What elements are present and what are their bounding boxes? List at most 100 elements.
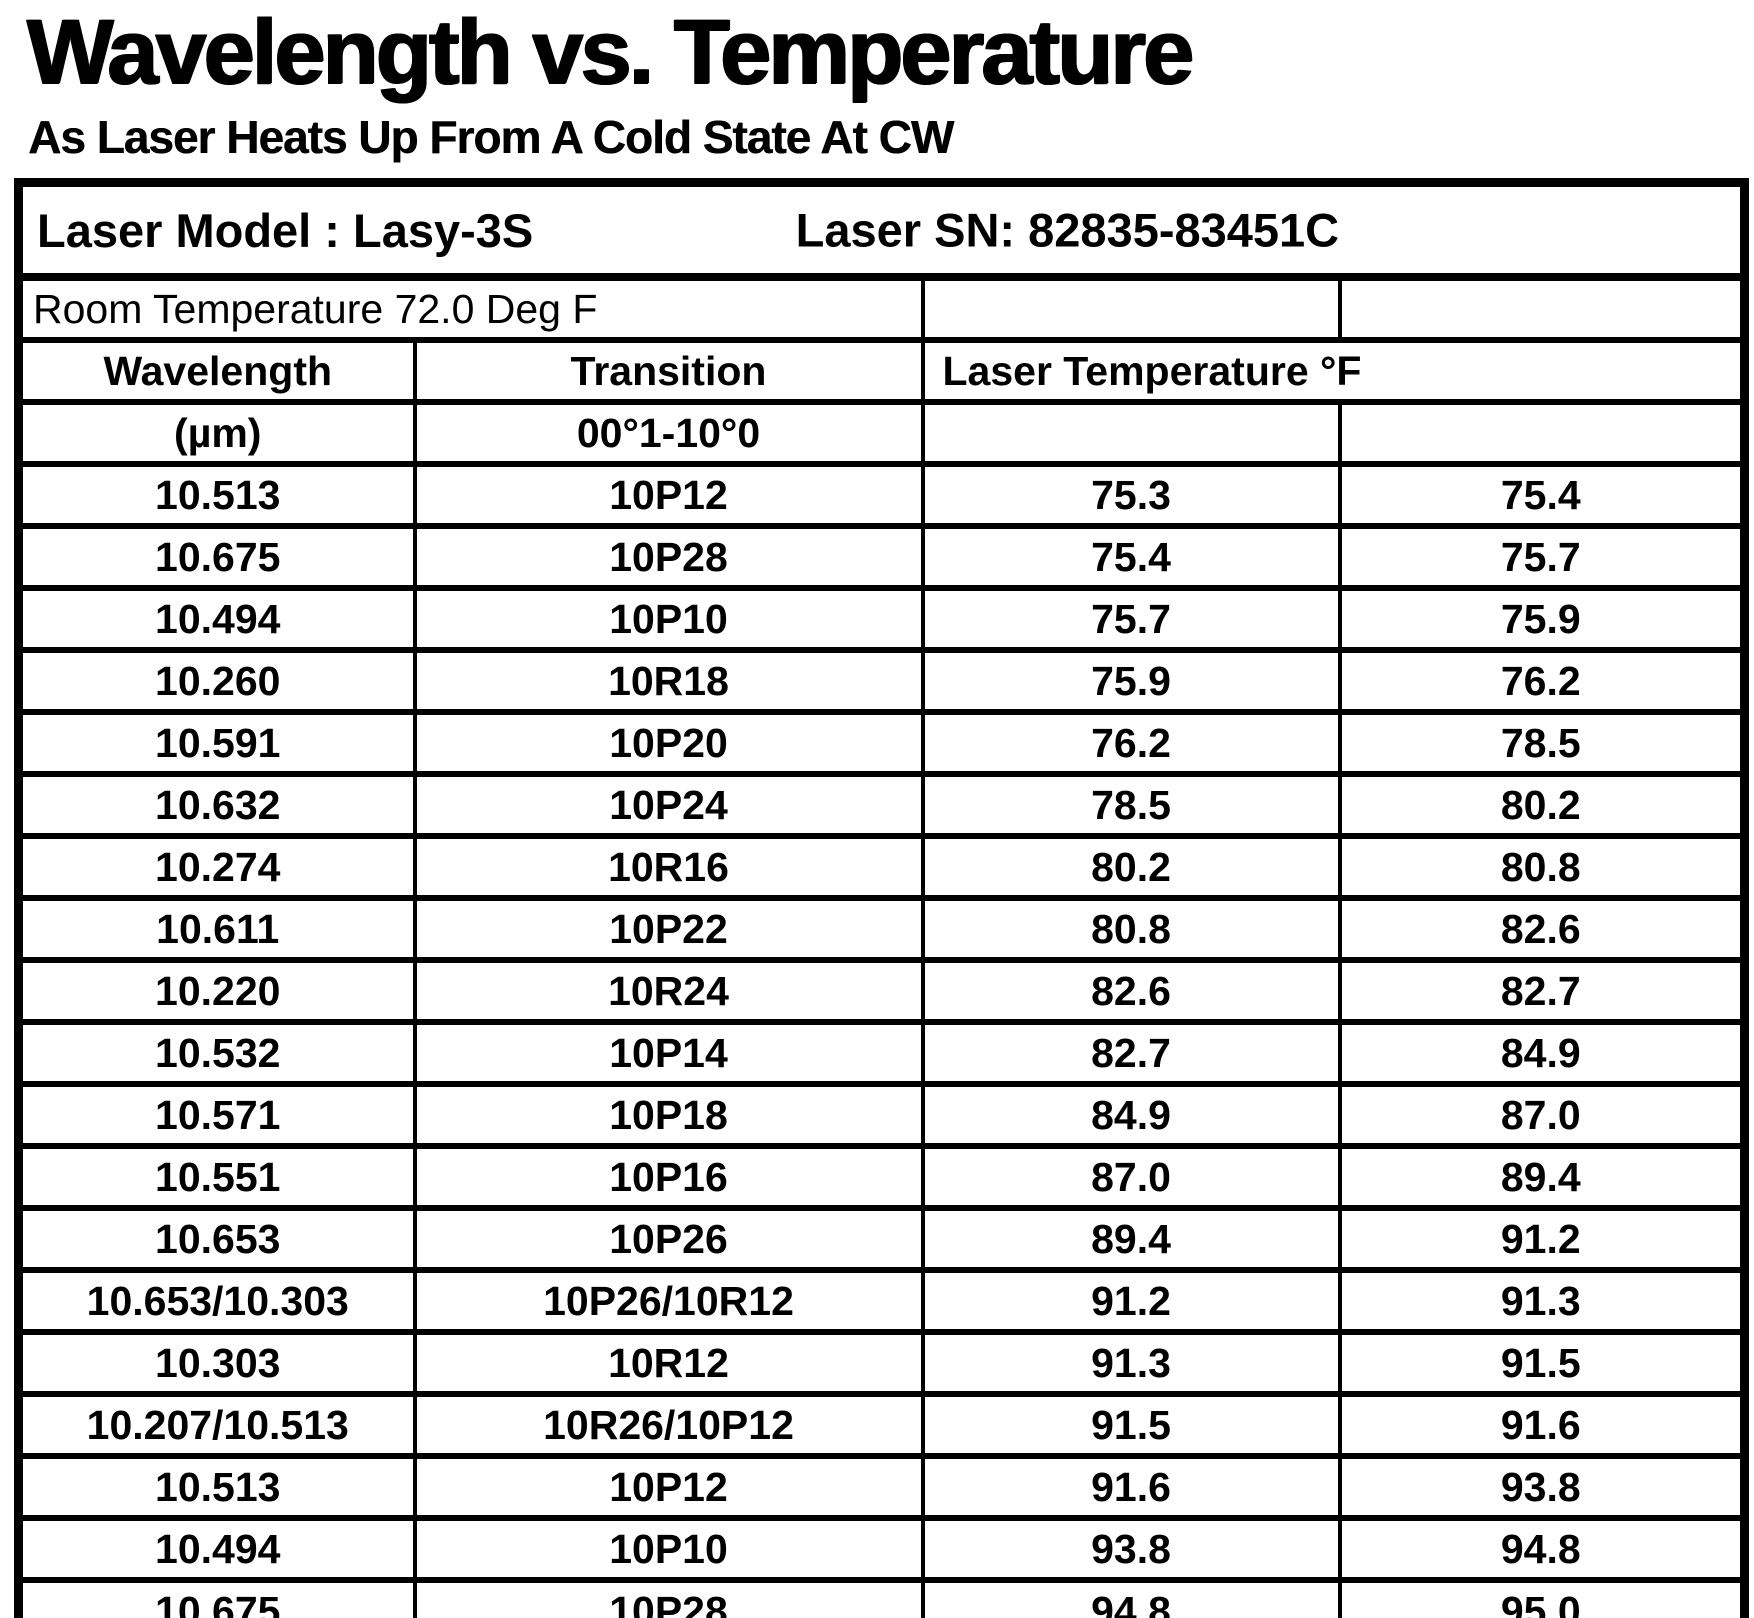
table-header-section: Laser Model : Lasy-3S Laser SN: 82835-83… <box>16 179 1747 467</box>
temp-to-cell: 80.2 <box>1337 771 1747 839</box>
empty-cell <box>920 399 1342 467</box>
table-row: 10.675 10P28 75.4 75.7 <box>16 523 1747 591</box>
transition-cell: 10P28 <box>412 523 925 591</box>
temp-from-cell: 94.8 <box>920 1577 1342 1618</box>
temp-to-cell: 75.9 <box>1337 585 1747 653</box>
temp-to-cell: 80.8 <box>1337 833 1747 901</box>
temp-from-cell: 80.2 <box>920 833 1342 901</box>
temp-to-cell: 87.0 <box>1337 1081 1747 1149</box>
table-row: 10.653 10P26 89.4 91.2 <box>16 1205 1747 1273</box>
wavelength-cell: 10.653/10.303 <box>16 1267 417 1335</box>
transition-cell: 10P28 <box>412 1577 925 1618</box>
wavelength-cell: 10.653 <box>16 1205 417 1273</box>
wavelength-temperature-table: Laser Model : Lasy-3S Laser SN: 82835-83… <box>14 178 1750 1618</box>
transition-cell: 10P26 <box>412 1205 925 1273</box>
transition-cell: 10P16 <box>412 1143 925 1211</box>
temp-to-cell: 93.8 <box>1337 1453 1747 1521</box>
transition-header: Transition <box>412 337 925 405</box>
transition-cell: 10P26/10R12 <box>412 1267 925 1335</box>
wavelength-unit-label: (µm) <box>16 399 417 467</box>
table-row: 10.532 10P14 82.7 84.9 <box>16 1019 1747 1087</box>
temp-from-cell: 93.8 <box>920 1515 1342 1583</box>
page-title: Wavelength vs. Temperature <box>26 1 1193 103</box>
empty-cell <box>1337 274 1747 343</box>
model-cell: Laser Model : Lasy-3S Laser SN: 82835-83… <box>16 179 1747 281</box>
temp-from-cell: 91.3 <box>920 1329 1342 1397</box>
temp-from-cell: 89.4 <box>920 1205 1342 1273</box>
room-temperature-row: Room Temperature 72.0 Deg F <box>16 274 1747 343</box>
transition-cell: 10P18 <box>412 1081 925 1149</box>
temp-to-cell: 91.6 <box>1337 1391 1747 1459</box>
wavelength-cell: 10.274 <box>16 833 417 901</box>
table-row: 10.303 10R12 91.3 91.5 <box>16 1329 1747 1397</box>
transition-cell: 10R26/10P12 <box>412 1391 925 1459</box>
transition-cell: 10R12 <box>412 1329 925 1397</box>
wavelength-cell: 10.260 <box>16 647 417 715</box>
table-row: 10.207/10.513 10R26/10P12 91.5 91.6 <box>16 1391 1747 1459</box>
page-subtitle: As Laser Heats Up From A Cold State At C… <box>28 111 954 163</box>
wavelength-cell: 10.632 <box>16 771 417 839</box>
temp-from-cell: 75.7 <box>920 585 1342 653</box>
transition-band-label: 00°1-10°0 <box>412 399 925 467</box>
transition-cell: 10P10 <box>412 585 925 653</box>
table-row: 10.632 10P24 78.5 80.2 <box>16 771 1747 839</box>
wavelength-cell: 10.611 <box>16 895 417 963</box>
temp-to-cell: 78.5 <box>1337 709 1747 777</box>
wavelength-cell: 10.675 <box>16 1577 417 1618</box>
transition-cell: 10P14 <box>412 1019 925 1087</box>
data-rows: 10.513 10P12 75.3 75.4 10.675 10P28 75.4 75.7 10… <box>16 461 1747 1618</box>
temp-from-cell: 75.3 <box>920 461 1342 529</box>
wavelength-cell: 10.571 <box>16 1081 417 1149</box>
temp-from-cell: 91.6 <box>920 1453 1342 1521</box>
laser-model-label: Laser Model : Lasy-3S <box>37 203 534 257</box>
wavelength-cell: 10.513 <box>16 1453 417 1521</box>
transition-cell: 10P12 <box>412 461 925 529</box>
temp-to-cell: 84.9 <box>1337 1019 1747 1087</box>
table-row: 10.513 10P12 75.3 75.4 <box>16 461 1747 529</box>
wavelength-cell: 10.591 <box>16 709 417 777</box>
room-temperature-label: Room Temperature 72.0 Deg F <box>16 274 925 343</box>
table-row: 10.653/10.303 10P26/10R12 91.2 91.3 <box>16 1267 1747 1335</box>
wavelength-cell: 10.494 <box>16 585 417 653</box>
temp-from-cell: 75.4 <box>920 523 1342 591</box>
table-row: 10.551 10P16 87.0 89.4 <box>16 1143 1747 1211</box>
wavelength-cell: 10.207/10.513 <box>16 1391 417 1459</box>
empty-cell <box>1337 399 1747 467</box>
temp-to-cell: 82.7 <box>1337 957 1747 1025</box>
laser-serial-label: Laser SN: 82835-83451C <box>795 203 1340 257</box>
temp-to-cell: 89.4 <box>1337 1143 1747 1211</box>
transition-cell: 10R16 <box>412 833 925 901</box>
table-row: 10.220 10R24 82.6 82.7 <box>16 957 1747 1025</box>
temp-to-cell: 75.7 <box>1337 523 1747 591</box>
table-row: 10.494 10P10 93.8 94.8 <box>16 1515 1747 1583</box>
temp-from-cell: 80.8 <box>920 895 1342 963</box>
transition-cell: 10P20 <box>412 709 925 777</box>
temp-from-cell: 82.6 <box>920 957 1342 1025</box>
transition-cell: 10P10 <box>412 1515 925 1583</box>
temp-from-cell: 84.9 <box>920 1081 1342 1149</box>
temp-to-cell: 91.5 <box>1337 1329 1747 1397</box>
table-row: 10.591 10P20 76.2 78.5 <box>16 709 1747 777</box>
column-header-row: Wavelength Transition Laser Temperature … <box>16 337 1747 405</box>
wavelength-cell: 10.513 <box>16 461 417 529</box>
temp-to-cell: 91.2 <box>1337 1205 1747 1273</box>
transition-cell: 10R18 <box>412 647 925 715</box>
wavelength-cell: 10.675 <box>16 523 417 591</box>
table-row: 10.611 10P22 80.8 82.6 <box>16 895 1747 963</box>
sub-header-row: (µm) 00°1-10°0 <box>16 399 1747 467</box>
transition-cell: 10P12 <box>412 1453 925 1521</box>
table-row: 10.494 10P10 75.7 75.9 <box>16 585 1747 653</box>
temp-to-cell: 76.2 <box>1337 647 1747 715</box>
transition-cell: 10R24 <box>412 957 925 1025</box>
temp-from-cell: 91.5 <box>920 1391 1342 1459</box>
wavelength-cell: 10.532 <box>16 1019 417 1087</box>
temp-to-cell: 95.0 <box>1337 1577 1747 1618</box>
table-row: 10.675 10P28 94.8 95.0 <box>16 1577 1747 1618</box>
table-row: 10.260 10R18 75.9 76.2 <box>16 647 1747 715</box>
temp-from-cell: 75.9 <box>920 647 1342 715</box>
wavelength-header: Wavelength <box>16 337 417 405</box>
temp-from-cell: 76.2 <box>920 709 1342 777</box>
temp-to-cell: 94.8 <box>1337 1515 1747 1583</box>
laser-temperature-header: Laser Temperature °F <box>920 337 1747 405</box>
